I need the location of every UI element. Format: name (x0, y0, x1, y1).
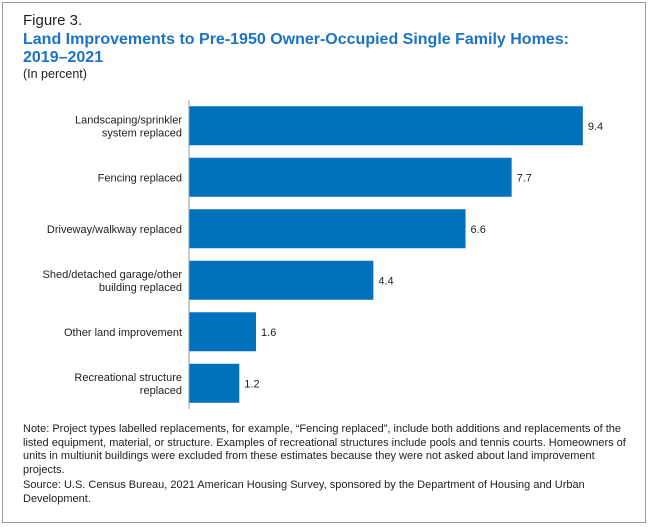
category-label: Landscaping/sprinkler system replaced (75, 114, 182, 139)
chart-source: Source: U.S. Census Bureau, 2021 America… (23, 479, 585, 505)
data-label: 1.6 (261, 327, 276, 339)
figure-label: Figure 3. (23, 12, 83, 29)
bar (189, 157, 512, 197)
category-label-line: Recreational structure (74, 372, 182, 384)
bar (189, 363, 240, 403)
category-label-line: Shed/detached garage/other (43, 269, 183, 281)
category-label-line: building replaced (99, 282, 182, 294)
category-label-line: Driveway/walkway replaced (47, 224, 182, 236)
bar (189, 209, 466, 249)
chart-subtitle: (In percent) (23, 67, 87, 81)
category-label-line: system replaced (102, 127, 182, 139)
data-label: 6.6 (471, 224, 486, 236)
category-label: Driveway/walkway replaced (47, 224, 182, 236)
chart-title-line-2: 2019–2021 (23, 49, 104, 66)
category-label: Shed/detached garage/other building repla… (43, 269, 183, 294)
chart-note: Note: Project types labelled replacement… (23, 423, 626, 476)
data-label: 9.4 (588, 121, 603, 133)
bar (189, 106, 583, 146)
data-label: 1.2 (244, 378, 259, 390)
category-label: Fencing replaced (98, 172, 182, 184)
chart-title-line-1: Land Improvements to Pre-1950 Owner-Occu… (23, 31, 569, 48)
category-label-line: Landscaping/sprinkler (75, 114, 182, 126)
category-label-line: Other land improvement (64, 327, 182, 339)
category-label-line: replaced (140, 385, 182, 397)
data-label: 7.7 (517, 172, 532, 184)
data-label: 4.4 (378, 275, 393, 287)
category-label: Recreational structure replaced (74, 372, 182, 397)
bar (189, 260, 374, 300)
category-label-line: Fencing replaced (98, 172, 182, 184)
bar (189, 312, 257, 352)
chart-title: Land Improvements to Pre-1950 Owner-Occu… (23, 31, 623, 67)
category-label: Other land improvement (64, 327, 182, 339)
